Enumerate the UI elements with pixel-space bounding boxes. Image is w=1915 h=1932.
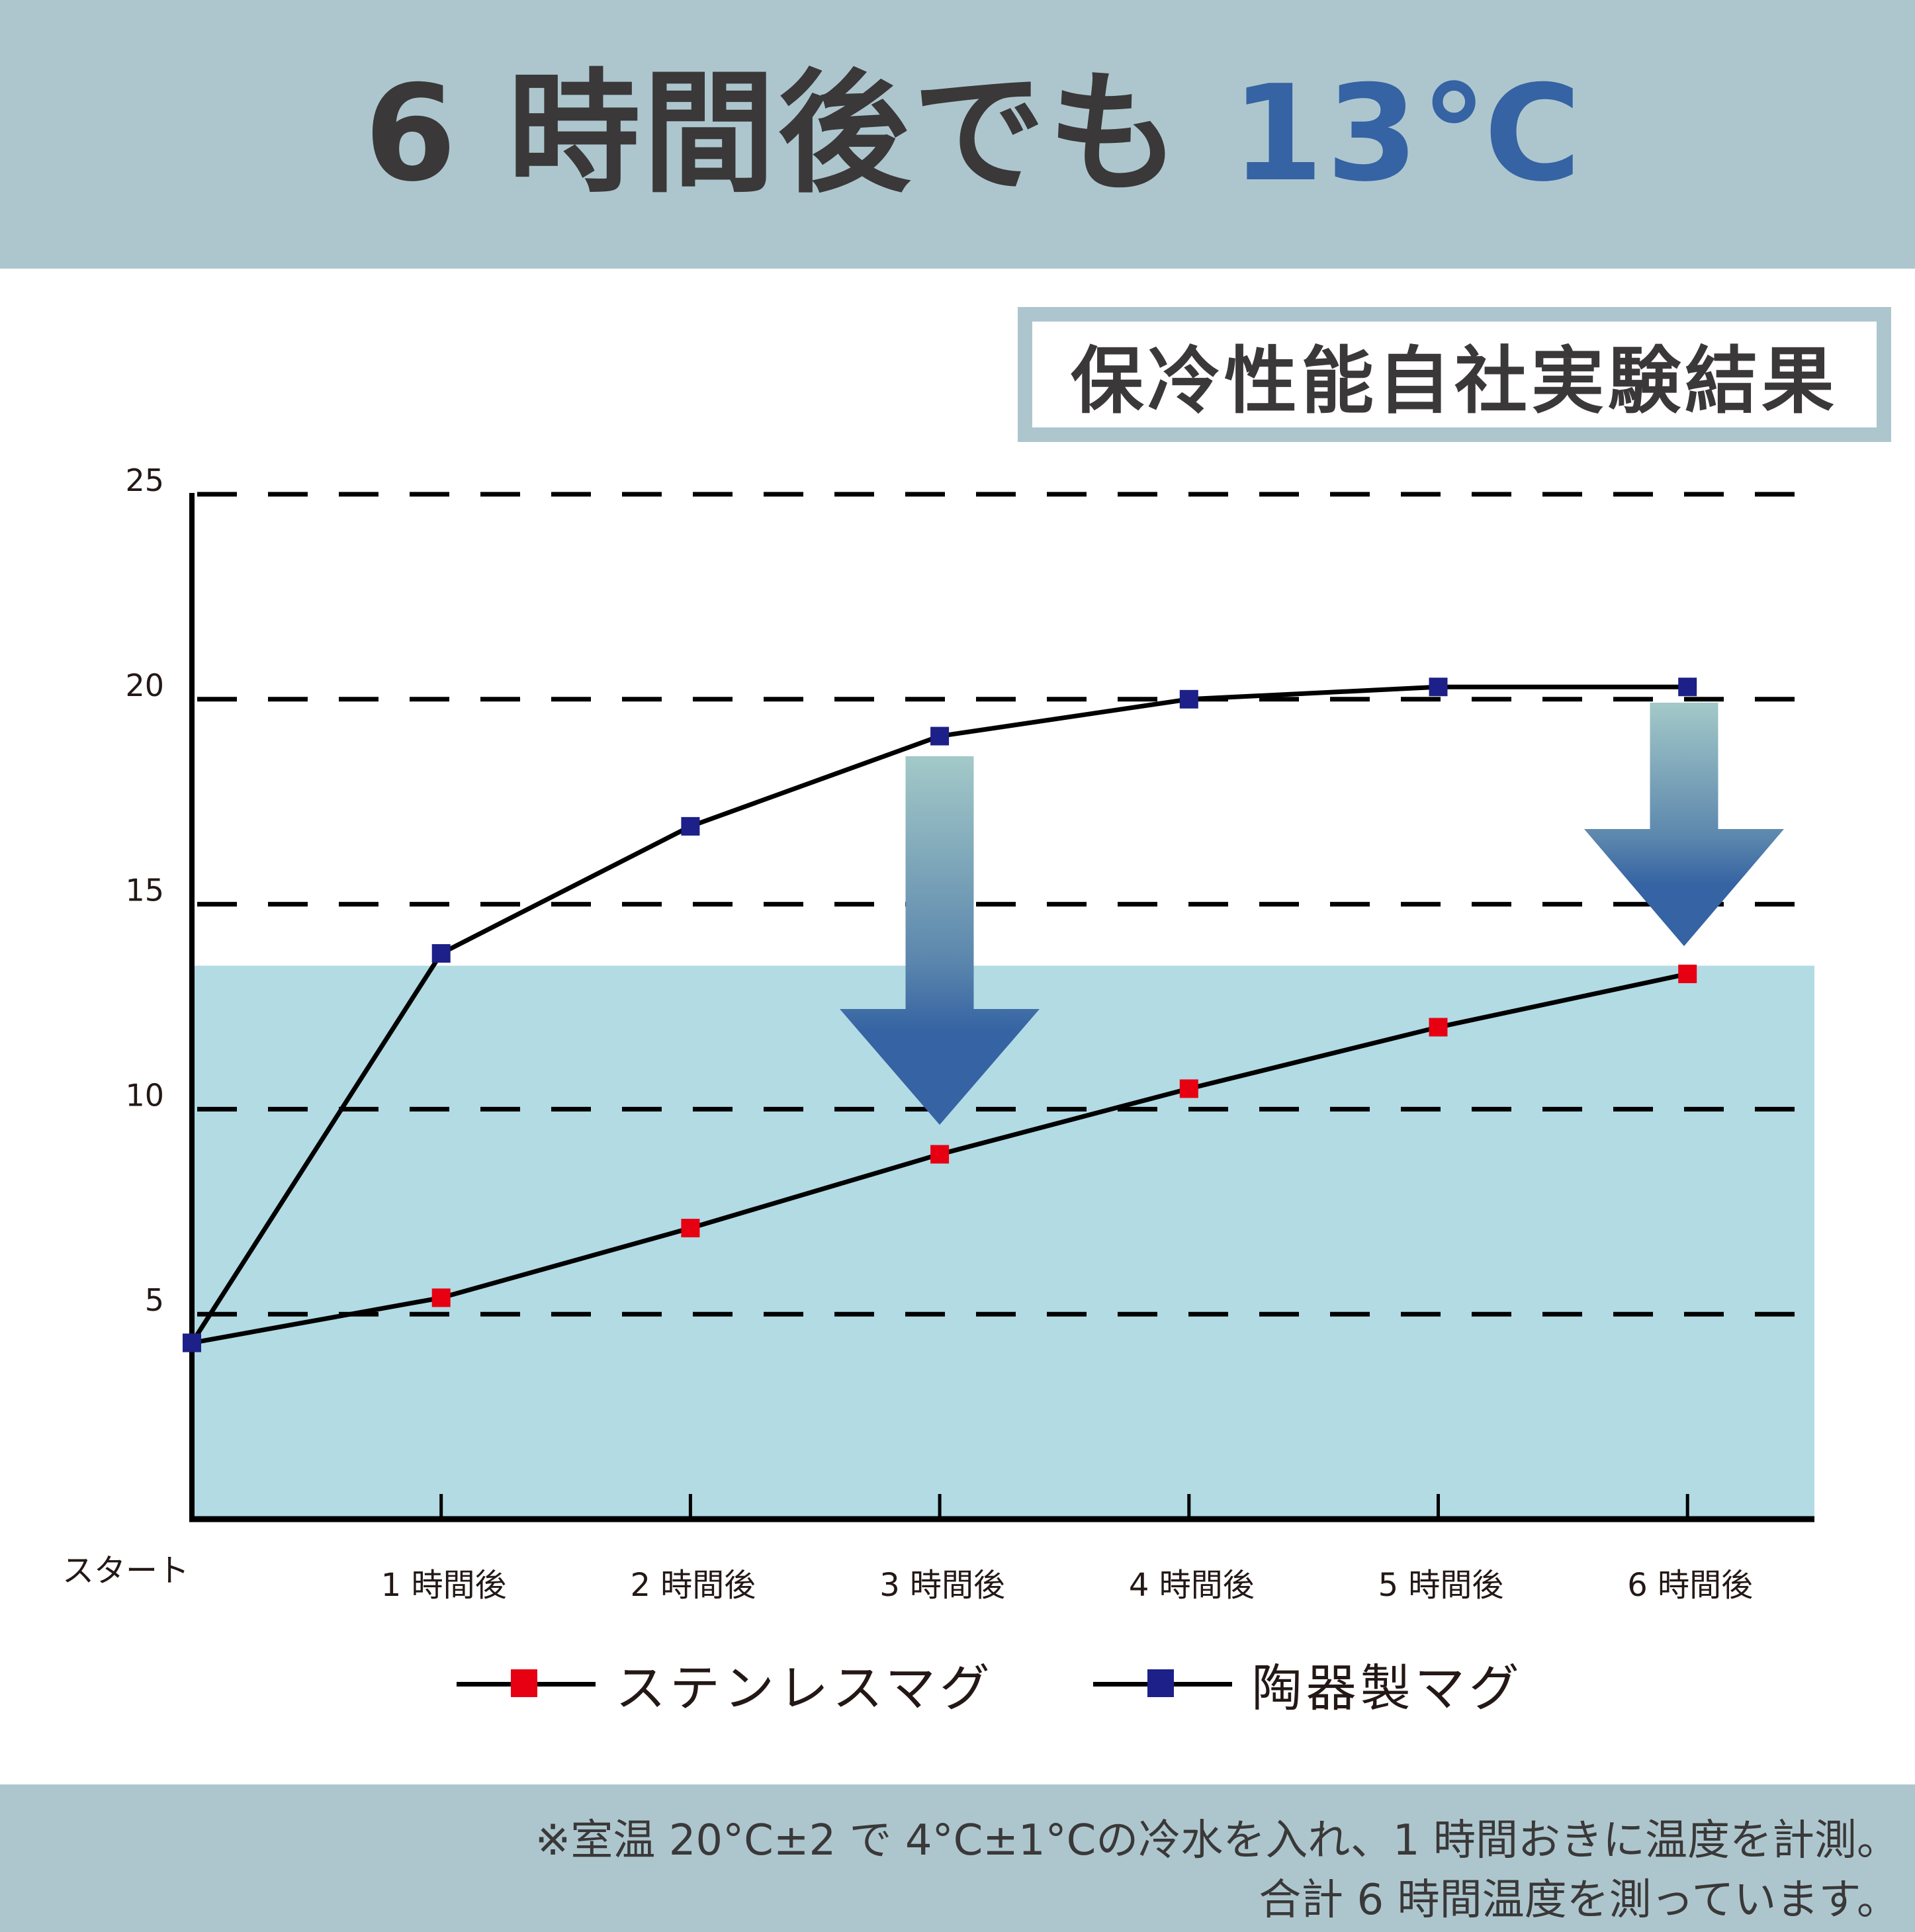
data-marker bbox=[1678, 964, 1697, 983]
data-marker bbox=[1179, 689, 1198, 709]
data-marker bbox=[1678, 678, 1697, 697]
gridlines bbox=[192, 492, 1814, 1317]
data-marker bbox=[930, 1145, 950, 1164]
y-tick-label: 5 bbox=[145, 1282, 164, 1318]
x-tick-label: 1 時間後 bbox=[381, 1567, 507, 1604]
data-marker bbox=[1179, 1079, 1198, 1098]
arrows bbox=[840, 703, 1784, 1125]
data-marker bbox=[1429, 678, 1448, 697]
legend-item-ceramic: 陶器製マグ bbox=[1092, 1647, 1523, 1720]
series bbox=[183, 678, 1697, 1352]
x-tick-label: スタート bbox=[62, 1552, 189, 1589]
legend-swatch-navy bbox=[1092, 1664, 1232, 1704]
header-banner: 6 時間後でも 13℃ bbox=[0, 0, 1915, 269]
y-tick-label: 25 bbox=[125, 462, 164, 498]
footnote: ※室温 20°C±2 で 4°C±1°Cの冷水を入れ、1 時間おきに温度を計測。… bbox=[0, 1784, 1915, 1932]
x-tick-label: 4 時間後 bbox=[1129, 1567, 1255, 1604]
legend: ステンレスマグ 陶器製マグ bbox=[457, 1647, 1523, 1720]
headline: 6 時間後でも 13℃ bbox=[365, 68, 1584, 200]
x-tick-label: 6 時間後 bbox=[1627, 1567, 1753, 1604]
footnote-line-2: 合計 6 時間温度を測っています。 bbox=[1259, 1876, 1899, 1925]
legend-swatch-red bbox=[457, 1664, 596, 1704]
data-marker bbox=[681, 816, 700, 836]
data-marker bbox=[431, 1288, 451, 1307]
axis-labels: 25 20 15 10 5 スタート 1 時間後 2 時間後 3 時間後 4 時間後 5 時間後 6 … bbox=[62, 462, 1753, 1604]
footnote-line-1: ※室温 20°C±2 で 4°C±1°Cの冷水を入れ、1 時間おきに温度を計測。 bbox=[535, 1816, 1899, 1865]
headline-prefix: 6 時間後でも bbox=[364, 57, 1231, 211]
line-chart: 25 20 15 10 5 スタート 1 時間後 2 時間後 3 時間後 4 時間後 5 時間後 6 … bbox=[62, 462, 1814, 1604]
legend-label: ステンレスマグ bbox=[615, 1659, 994, 1718]
data-marker bbox=[930, 726, 950, 746]
legend-label: 陶器製マグ bbox=[1251, 1659, 1523, 1718]
data-marker bbox=[431, 944, 451, 963]
down-arrow-icon bbox=[840, 756, 1040, 1125]
y-tick-label: 15 bbox=[125, 873, 164, 908]
data-marker bbox=[681, 1219, 700, 1238]
y-tick-label: 20 bbox=[125, 668, 164, 703]
data-marker bbox=[183, 1333, 201, 1352]
x-tick-label: 2 時間後 bbox=[630, 1567, 756, 1604]
badge-label: 保冷性能自社実験結果 bbox=[1071, 339, 1838, 423]
x-tick-label: 5 時間後 bbox=[1378, 1567, 1504, 1604]
headline-highlight: 13℃ bbox=[1231, 57, 1584, 211]
data-marker bbox=[1429, 1018, 1448, 1037]
experiment-badge: 保冷性能自社実験結果 bbox=[1018, 307, 1891, 442]
cold-zone-band bbox=[192, 965, 1814, 1519]
y-tick-label: 10 bbox=[125, 1077, 164, 1113]
down-arrow-icon bbox=[1584, 703, 1784, 946]
legend-item-stainless: ステンレスマグ bbox=[457, 1647, 994, 1720]
x-tick-label: 3 時間後 bbox=[879, 1567, 1005, 1604]
highlight-band bbox=[192, 965, 1814, 1519]
